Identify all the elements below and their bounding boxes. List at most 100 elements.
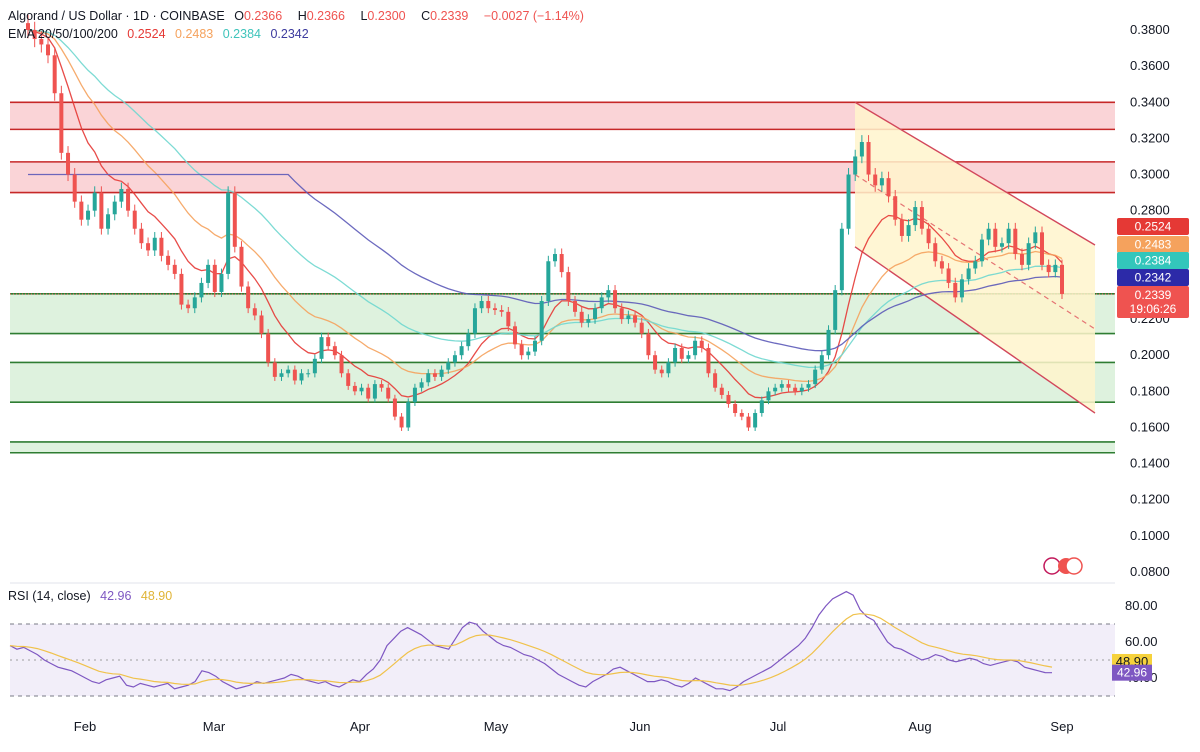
candle-body xyxy=(506,311,511,327)
candle-body xyxy=(746,416,751,428)
candle-body xyxy=(499,310,504,312)
candle-body xyxy=(132,210,137,229)
candle-body xyxy=(25,23,31,30)
candle-body xyxy=(859,142,864,157)
candle-body xyxy=(813,369,818,385)
candle-body xyxy=(146,243,151,251)
resistance-zone xyxy=(10,102,1115,130)
candle-body xyxy=(773,387,778,392)
ema20-tag: 0.2524 xyxy=(1135,220,1172,234)
y-tick-label: 0.3000 xyxy=(1130,167,1170,182)
candle-body xyxy=(546,261,551,301)
candle-body xyxy=(379,384,384,388)
symbol-title: Algorand / US Dollar · 1D · COINBASE xyxy=(8,9,225,23)
candle-body xyxy=(893,196,898,220)
candle-body xyxy=(352,385,357,392)
candle-body xyxy=(839,228,844,291)
candle-body xyxy=(1059,264,1065,294)
high-number: 0.2366 xyxy=(306,9,345,23)
candle-body xyxy=(472,308,477,334)
symbol-legend: Algorand / US Dollar · 1D · COINBASE O 0.… xyxy=(8,9,590,23)
x-tick-label: Feb xyxy=(74,719,96,734)
candle-body xyxy=(959,279,964,298)
candle-body xyxy=(833,290,838,330)
candle-body xyxy=(599,297,604,309)
open-label: O xyxy=(234,9,244,23)
candle-body xyxy=(686,355,691,359)
candle-body xyxy=(759,400,764,414)
y-tick-label: 0.1200 xyxy=(1130,492,1170,507)
x-tick-label: Sep xyxy=(1050,719,1073,734)
ema100-tag-bg xyxy=(1117,252,1189,269)
low-number: 0.2300 xyxy=(367,9,406,23)
candle-body xyxy=(212,264,217,292)
ema200-value: 0.2342 xyxy=(270,27,309,41)
candle-body xyxy=(426,373,431,383)
candle-body xyxy=(1019,254,1024,265)
x-tick-label: Jul xyxy=(770,719,787,734)
candle-body xyxy=(579,311,584,323)
high-label: H xyxy=(297,9,307,23)
candle-body xyxy=(866,142,871,175)
candle-body xyxy=(679,347,684,359)
candle-body xyxy=(526,351,531,356)
candle-body xyxy=(166,255,171,265)
candle-body xyxy=(106,214,111,229)
candle-body xyxy=(406,402,411,428)
candle-body xyxy=(979,239,984,262)
candle-body xyxy=(299,373,304,381)
candle-body xyxy=(46,44,51,56)
candle-body xyxy=(486,301,491,309)
candle-body xyxy=(332,346,337,356)
candle-body xyxy=(326,337,331,347)
candle-body xyxy=(359,387,364,392)
candle-body xyxy=(786,384,791,388)
candle-body xyxy=(879,178,884,186)
y-tick-label: 0.3800 xyxy=(1130,22,1170,37)
candle-body xyxy=(92,192,97,211)
candle-body xyxy=(713,373,718,388)
candle-body xyxy=(986,228,991,240)
candle-body xyxy=(266,333,271,363)
candle-body xyxy=(573,301,578,312)
candle-body xyxy=(739,413,744,417)
candle-body xyxy=(59,93,64,153)
candle-body xyxy=(553,254,558,262)
candle-body xyxy=(39,39,44,45)
candle-body xyxy=(593,308,598,320)
close-number: 0.2339 xyxy=(430,9,469,23)
candle-body xyxy=(139,228,144,244)
y-tick-label: 0.2800 xyxy=(1130,203,1170,218)
ema20-value: 0.2524 xyxy=(127,27,166,41)
candle-body xyxy=(793,387,798,392)
candle-body xyxy=(86,210,91,220)
candle-body xyxy=(186,304,191,309)
candle-body xyxy=(372,384,377,399)
candle-body xyxy=(312,358,317,374)
ema20-tag-bg xyxy=(1117,218,1189,235)
rsi-tick-label: 80.00 xyxy=(1125,598,1158,613)
last-price-tag-bg xyxy=(1117,286,1189,318)
candle-body xyxy=(586,319,591,323)
rsi-tick-label: 60.00 xyxy=(1125,634,1158,649)
candle-body xyxy=(192,297,197,309)
candle-body xyxy=(232,192,237,247)
ema200-tag: 0.2342 xyxy=(1135,271,1172,285)
x-tick-label: Mar xyxy=(203,719,226,734)
support-zone xyxy=(10,441,1115,453)
candle-body xyxy=(1053,264,1058,273)
candle-body xyxy=(659,369,664,374)
candle-body xyxy=(479,301,484,309)
candle-body xyxy=(459,346,464,356)
low-label: L xyxy=(360,9,368,23)
candle-body xyxy=(939,261,944,269)
candle-body xyxy=(259,315,264,334)
candle-body xyxy=(819,355,824,370)
candle-body xyxy=(1026,243,1031,265)
candle-body xyxy=(806,384,811,388)
candle-body xyxy=(886,178,891,197)
candle-body xyxy=(1046,264,1051,273)
last-price-tag: 0.2339 xyxy=(1135,288,1172,302)
candle-body xyxy=(466,333,471,347)
